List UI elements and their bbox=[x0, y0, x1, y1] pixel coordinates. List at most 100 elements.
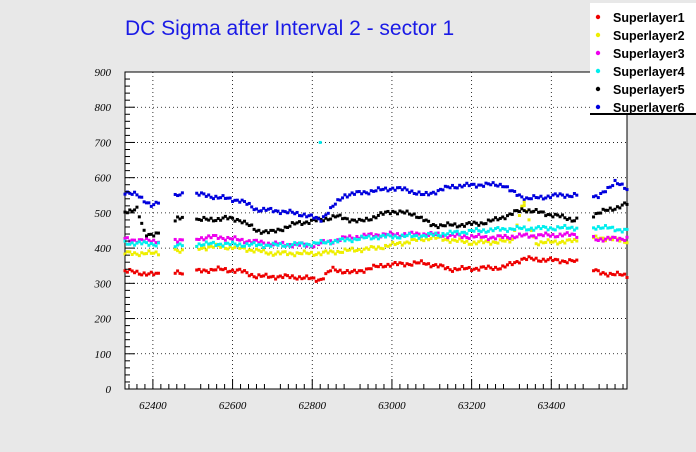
data-point bbox=[357, 217, 361, 221]
data-point bbox=[546, 228, 550, 232]
data-point bbox=[563, 223, 567, 227]
data-point bbox=[522, 198, 526, 202]
data-point bbox=[527, 197, 531, 201]
data-point bbox=[154, 200, 158, 204]
data-point bbox=[396, 263, 400, 267]
data-point bbox=[125, 270, 129, 274]
y-tick-label: 200 bbox=[95, 314, 112, 326]
data-point bbox=[525, 196, 529, 200]
data-point bbox=[372, 263, 376, 267]
data-point bbox=[333, 252, 337, 256]
data-point bbox=[362, 232, 366, 236]
data-point bbox=[491, 218, 495, 222]
data-point bbox=[254, 238, 258, 242]
data-point bbox=[362, 236, 366, 240]
data-point bbox=[544, 196, 548, 200]
data-point bbox=[410, 189, 414, 193]
data-point bbox=[482, 228, 486, 232]
data-point bbox=[515, 224, 519, 228]
data-point bbox=[427, 238, 431, 242]
data-point bbox=[551, 227, 555, 231]
data-point bbox=[367, 218, 371, 222]
data-point bbox=[467, 236, 471, 240]
data-point bbox=[575, 193, 579, 197]
data-point bbox=[238, 267, 242, 271]
data-point bbox=[247, 239, 251, 243]
data-point bbox=[594, 227, 598, 231]
data-point bbox=[204, 269, 208, 273]
y-tick-label: 600 bbox=[95, 173, 112, 185]
data-point bbox=[553, 235, 557, 239]
data-point bbox=[496, 184, 500, 188]
data-point bbox=[125, 250, 129, 254]
data-point bbox=[343, 193, 347, 197]
data-point bbox=[147, 272, 151, 276]
data-point bbox=[130, 269, 134, 273]
data-point bbox=[298, 214, 302, 218]
data-point bbox=[532, 209, 536, 213]
data-point bbox=[302, 249, 306, 253]
data-point bbox=[460, 265, 464, 269]
data-point bbox=[491, 229, 495, 233]
data-point bbox=[257, 243, 261, 247]
data-point bbox=[274, 230, 278, 234]
data-point bbox=[623, 240, 627, 244]
data-point bbox=[266, 241, 270, 245]
data-point bbox=[479, 238, 483, 242]
data-point bbox=[608, 237, 612, 241]
data-point bbox=[298, 251, 302, 255]
data-point bbox=[276, 275, 280, 279]
data-point bbox=[228, 245, 232, 249]
data-point bbox=[195, 217, 199, 221]
data-point bbox=[209, 244, 213, 248]
data-point bbox=[505, 235, 509, 239]
data-point bbox=[450, 223, 454, 227]
data-point bbox=[534, 208, 538, 212]
data-point bbox=[243, 219, 247, 223]
data-point bbox=[374, 247, 378, 251]
data-point bbox=[221, 244, 225, 248]
data-point bbox=[321, 241, 325, 245]
data-point bbox=[247, 224, 251, 228]
data-point bbox=[489, 242, 493, 246]
data-point bbox=[202, 192, 206, 196]
data-point bbox=[341, 235, 345, 239]
data-point bbox=[537, 243, 541, 247]
data-point bbox=[592, 269, 596, 273]
data-point bbox=[223, 267, 227, 271]
data-point bbox=[173, 247, 177, 251]
data-point bbox=[460, 230, 464, 234]
data-point bbox=[429, 237, 433, 241]
data-point bbox=[360, 218, 364, 222]
data-point bbox=[197, 267, 201, 271]
data-point bbox=[154, 231, 158, 235]
data-point bbox=[498, 238, 502, 242]
data-point bbox=[625, 235, 629, 239]
data-point bbox=[307, 221, 311, 225]
data-point bbox=[360, 269, 364, 273]
data-point bbox=[479, 265, 483, 269]
data-point bbox=[527, 218, 531, 222]
data-point bbox=[379, 246, 383, 250]
data-point bbox=[326, 239, 330, 243]
data-point bbox=[563, 216, 567, 220]
data-point bbox=[214, 194, 218, 198]
data-point bbox=[563, 195, 567, 199]
data-point bbox=[482, 184, 486, 188]
data-point bbox=[427, 262, 431, 266]
data-point bbox=[419, 234, 423, 238]
data-point bbox=[209, 216, 213, 220]
data-point bbox=[508, 240, 512, 244]
data-point bbox=[295, 210, 299, 214]
data-point bbox=[286, 242, 290, 246]
data-point bbox=[486, 238, 490, 242]
data-point bbox=[448, 234, 452, 238]
data-point bbox=[551, 193, 555, 197]
data-point bbox=[489, 183, 493, 187]
data-point bbox=[467, 242, 471, 246]
data-point bbox=[300, 222, 304, 226]
data-point bbox=[534, 242, 538, 246]
data-point bbox=[484, 222, 488, 226]
data-point bbox=[410, 263, 414, 267]
legend-marker bbox=[595, 50, 601, 56]
